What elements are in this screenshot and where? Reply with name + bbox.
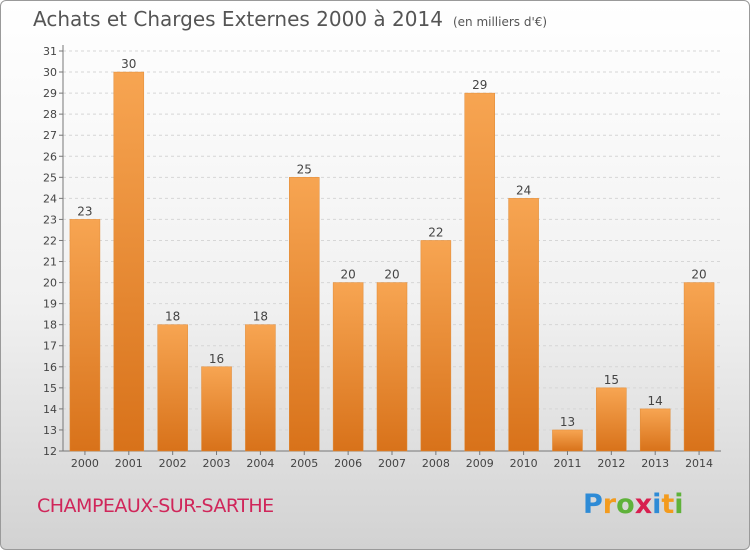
bar-2006 bbox=[332, 282, 364, 452]
chart-unit: (en milliers d'€) bbox=[452, 15, 548, 29]
x-tick-label: 2009 bbox=[466, 457, 494, 470]
x-tick-label: 2000 bbox=[71, 457, 99, 470]
bar-2007 bbox=[376, 282, 408, 452]
y-tick-label: 28 bbox=[43, 108, 57, 121]
x-tick-label: 2006 bbox=[334, 457, 362, 470]
y-tick-label: 19 bbox=[43, 298, 57, 311]
y-tick-label: 17 bbox=[43, 340, 57, 353]
y-tick-label: 29 bbox=[43, 87, 57, 100]
bar-2002 bbox=[157, 324, 188, 452]
bar-value-label: 20 bbox=[340, 268, 355, 282]
y-tick-label: 18 bbox=[43, 319, 57, 332]
y-tick-label: 26 bbox=[43, 150, 57, 163]
bar-value-label: 29 bbox=[472, 78, 487, 92]
x-tick-label: 2007 bbox=[378, 457, 406, 470]
x-tick-label: 2011 bbox=[553, 457, 581, 470]
logo-letter: i bbox=[674, 489, 684, 520]
bar-value-label: 22 bbox=[428, 225, 443, 239]
y-tick-label: 20 bbox=[43, 277, 57, 290]
y-tick-label: 30 bbox=[43, 66, 57, 79]
bar-2010 bbox=[508, 198, 539, 452]
commune-name: CHAMPEAUX-SUR-SARTHE bbox=[37, 495, 274, 517]
bar-value-label: 18 bbox=[253, 310, 268, 324]
bar-value-label: 20 bbox=[384, 268, 399, 282]
y-tick-label: 14 bbox=[43, 403, 57, 416]
y-tick-label: 15 bbox=[43, 382, 57, 395]
bar-2004 bbox=[245, 324, 276, 452]
bar-2005 bbox=[289, 177, 320, 452]
bar-value-label: 14 bbox=[648, 394, 663, 408]
x-tick-label: 2005 bbox=[290, 457, 318, 470]
logo-letter: r bbox=[602, 489, 617, 520]
x-tick-label: 2003 bbox=[203, 457, 231, 470]
x-tick-label: 2008 bbox=[422, 457, 450, 470]
y-tick-label: 27 bbox=[43, 129, 57, 142]
bar-value-label: 20 bbox=[691, 268, 706, 282]
logo-letter: x bbox=[634, 489, 653, 520]
logo-letter: t bbox=[661, 489, 675, 520]
y-tick-label: 21 bbox=[43, 256, 57, 269]
y-tick-label: 12 bbox=[43, 445, 57, 458]
bar-value-label: 13 bbox=[560, 415, 575, 429]
bar-2011 bbox=[552, 429, 583, 452]
y-tick-label: 13 bbox=[43, 424, 57, 437]
x-tick-label: 2004 bbox=[246, 457, 274, 470]
bar-2009 bbox=[464, 92, 495, 452]
x-tick-label: 2013 bbox=[641, 457, 669, 470]
bar-value-label: 23 bbox=[77, 204, 92, 218]
x-tick-label: 2001 bbox=[115, 457, 143, 470]
bar-value-label: 18 bbox=[165, 310, 180, 324]
bar-value-label: 15 bbox=[604, 373, 619, 387]
y-tick-label: 23 bbox=[43, 213, 57, 226]
x-tick-label: 2014 bbox=[685, 457, 713, 470]
bar-value-label: 30 bbox=[121, 57, 136, 71]
chart-title: Achats et Charges Externes 2000 à 2014 (e… bbox=[33, 7, 547, 31]
x-tick-label: 2002 bbox=[159, 457, 187, 470]
chart-title-text: Achats et Charges Externes 2000 à 2014 bbox=[33, 7, 443, 31]
y-tick-label: 24 bbox=[43, 192, 57, 205]
x-tick-label: 2010 bbox=[510, 457, 538, 470]
bar-2001 bbox=[113, 71, 145, 452]
bar-value-label: 16 bbox=[209, 352, 224, 366]
bar-2014 bbox=[683, 282, 715, 452]
bar-value-label: 25 bbox=[297, 162, 312, 176]
y-tick-label: 25 bbox=[43, 171, 57, 184]
bar-2008 bbox=[420, 240, 452, 452]
bar-value-label: 24 bbox=[516, 183, 531, 197]
logo-letter: i bbox=[652, 489, 662, 520]
bar-2013 bbox=[639, 408, 671, 452]
logo-letter: o bbox=[616, 489, 635, 520]
proxiti-logo: Proxiti bbox=[583, 489, 684, 520]
bar-2000 bbox=[69, 219, 101, 452]
logo-letter: P bbox=[583, 489, 603, 520]
bar-2003 bbox=[201, 366, 232, 452]
y-tick-label: 31 bbox=[43, 45, 57, 58]
y-tick-label: 22 bbox=[43, 234, 57, 247]
bar-2012 bbox=[596, 387, 627, 452]
y-tick-label: 16 bbox=[43, 361, 57, 374]
x-tick-label: 2012 bbox=[597, 457, 625, 470]
